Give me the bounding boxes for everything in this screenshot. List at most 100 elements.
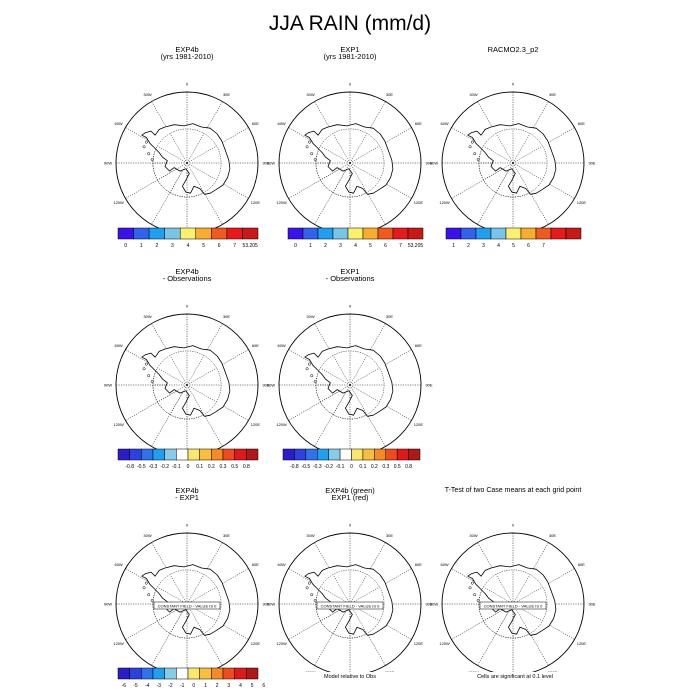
colorbar-swatch <box>195 227 212 240</box>
map-panel-exp4b-minus-obs: EXP4b- Observations030E60E90E120E150E180… <box>97 268 277 453</box>
longitude-label: 90W <box>267 602 275 607</box>
colorbar-swatch <box>407 227 424 240</box>
longitude-label: 30W <box>143 533 151 538</box>
colorbar-swatch <box>460 227 477 240</box>
polar-map: 030E60E90E120E150E180150W120W90W60W30WCO… <box>267 523 433 672</box>
footnote-model-relative: Model relative to Obs <box>324 674 376 680</box>
longitude-label: 60W <box>440 562 448 567</box>
longitude-label: 60W <box>277 562 285 567</box>
longitude-label: 120W <box>276 641 287 646</box>
longitude-label: 120W <box>113 200 124 205</box>
longitude-label: 90E <box>262 602 269 607</box>
colorbar-swatch <box>362 448 375 461</box>
longitude-label: 60E <box>578 121 585 126</box>
colorbar-swatch <box>152 448 165 461</box>
colorbar-swatch <box>176 448 189 461</box>
colorbar-tick-label: -6 <box>122 683 127 689</box>
longitude-label: 0 <box>512 82 515 87</box>
colorbar-swatch <box>242 227 259 240</box>
colorbar-swatch <box>222 667 235 680</box>
colorbar-tick-label: 0.5 <box>231 464 238 470</box>
colorbar-tick-label: 0 <box>192 683 195 689</box>
panel-title-line-2: RACMO2.3_p2 <box>487 45 539 54</box>
colorbar-racmo: 1 2 3 4 5 6 7 <box>445 226 582 256</box>
colorbar-swatch <box>408 448 421 461</box>
longitude-label: 30E <box>223 314 230 319</box>
antarctica-coastline <box>467 123 557 195</box>
antarctica-coastline <box>141 123 231 195</box>
colorbar-exp1: 0 1 2 3 4 5 6 7 53.205 <box>287 226 424 256</box>
longitude-label: 120E <box>251 200 261 205</box>
colorbar-tick-label: -0.2 <box>160 464 169 470</box>
panel-title: EXP1- Observations <box>260 267 440 283</box>
panel-title-line-2: (yrs 1981-2010) <box>323 52 377 61</box>
colorbar-swatch <box>362 227 379 240</box>
colorbar-tick-label: 53.205 <box>408 243 424 249</box>
longitude-label: 90W <box>430 602 438 607</box>
colorbar-tick-label: 5 <box>202 243 205 249</box>
page-title: JJA RAIN (mm/d) <box>268 12 432 35</box>
colorbar-tick-label: -0.8 <box>290 464 299 470</box>
antarctica-coastline <box>304 564 394 636</box>
longitude-label: 150W <box>468 670 479 672</box>
colorbar-swatch <box>222 448 235 461</box>
colorbar-swatch <box>129 667 142 680</box>
antarctica-coastline <box>467 564 557 636</box>
longitude-label: 120E <box>251 641 261 646</box>
colorbar-tick-label: -0.3 <box>313 464 322 470</box>
colorbar-exp4b: 0 1 2 3 4 5 6 7 53.205 <box>117 226 259 256</box>
colorbar-swatch <box>377 227 394 240</box>
colorbar-swatch <box>199 448 212 461</box>
constant-field-box <box>479 601 547 610</box>
longitude-label: 90E <box>262 161 269 166</box>
map-panel-t-test: T-Test of two Case means at each grid po… <box>423 487 603 672</box>
colorbar-tick-label: 1 <box>452 243 455 249</box>
colorbar-tick-label: 0.8 <box>405 464 412 470</box>
map-panel-exp4b-green-exp1-red: EXP4b (green)EXP1 (red) 0 30E 60E 90E 120E 150… <box>260 487 440 672</box>
panel-title-line-2: (yrs 1981-2010) <box>160 52 214 61</box>
panel-title: EXP1 (yrs 1981-2010) <box>260 46 440 61</box>
panel-title-line-2: - EXP1 <box>175 493 199 502</box>
polar-map: 030E60E90E120E150E180150W120W90W60W30WCO… <box>430 523 596 672</box>
longitude-label: 120W <box>439 641 450 646</box>
colorbar-swatch <box>520 227 537 240</box>
longitude-label: 30E <box>386 533 393 538</box>
longitude-label: 120E <box>577 200 587 205</box>
colorbar-tick-label: 3 <box>171 243 174 249</box>
colorbar-tick-label: 0.5 <box>394 464 401 470</box>
colorbar-tick-label: -0.5 <box>301 464 310 470</box>
longitude-label: 120E <box>414 200 424 205</box>
panel-title: EXP4b - EXP1 <box>97 487 277 502</box>
colorbar-tick-label: 2 <box>324 243 327 249</box>
polar-map: 030E60E90E120E150E180150W120W90W60W30W <box>267 82 433 231</box>
polar-map: 030E60E90E120E150E180150W120W90W60W30W <box>267 304 433 453</box>
colorbar-tick-label: -3 <box>157 683 162 689</box>
colorbar-swatch <box>294 448 307 461</box>
colorbar-svg: -0.8 -0.5 -0.3 -0.2 -0.1 0 0.1 0.2 0.3 0.5 0.8 <box>117 448 259 470</box>
colorbar-tick-label: 6 <box>218 243 221 249</box>
colorbar-tick-label: -2 <box>168 683 173 689</box>
colorbar-tick-label: 0 <box>187 464 190 470</box>
constant-field-label: CONSTANT FIELD - VALUE IS 0 <box>158 603 217 608</box>
colorbar-tick-label: 7 <box>542 243 545 249</box>
longitude-label: 30W <box>306 92 314 97</box>
colorbar-swatch <box>347 227 364 240</box>
panel-title-line-1: EXP1 <box>340 267 360 276</box>
colorbar-swatch <box>339 448 352 461</box>
colorbar-swatch <box>246 448 259 461</box>
colorbar-tick-label: 4 <box>239 683 242 689</box>
longitude-label: 0 <box>186 82 189 87</box>
antarctica-coastline <box>141 345 231 417</box>
antarctica-coastline <box>304 345 394 417</box>
footnote-significance: Cells are significant at 0.1 level <box>477 674 553 680</box>
colorbar-tick-label: 3 <box>339 243 342 249</box>
antarctica-coastline <box>141 564 231 636</box>
longitude-label: 120W <box>113 641 124 646</box>
longitude-label: 30W <box>469 92 477 97</box>
panel-title: T-Test of two Case means at each grid po… <box>413 487 613 494</box>
longitude-label: 90W <box>104 161 112 166</box>
colorbar-tick-label: 6 <box>527 243 530 249</box>
colorbar-swatch <box>176 667 189 680</box>
colorbar-swatch <box>117 227 134 240</box>
colorbar-swatch <box>164 667 177 680</box>
